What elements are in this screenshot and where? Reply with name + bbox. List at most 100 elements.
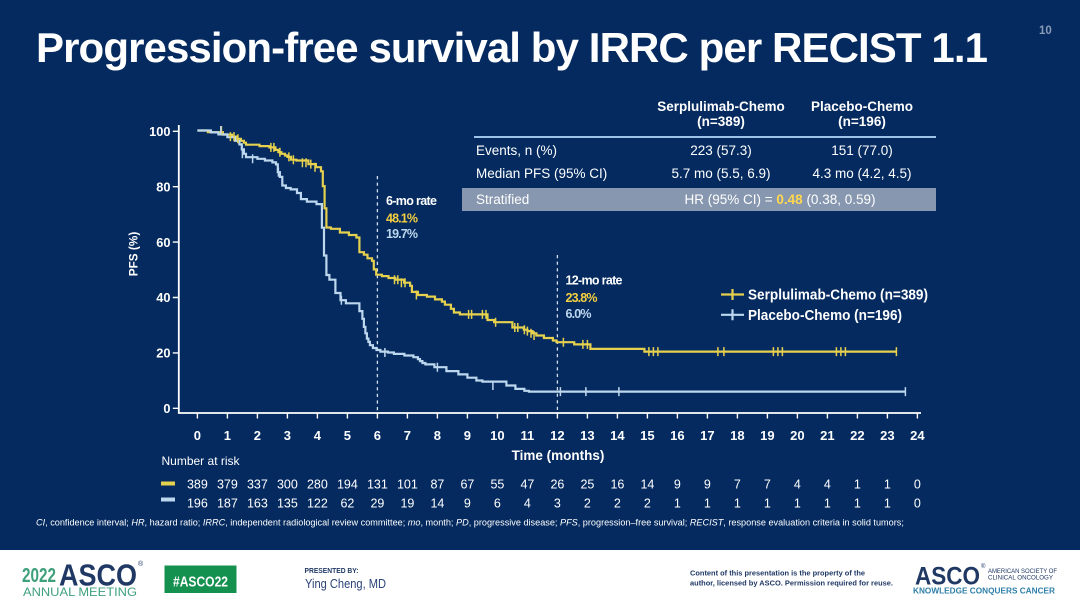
svg-text:12: 12 bbox=[550, 428, 564, 443]
svg-text:6-mo rate: 6-mo rate bbox=[386, 194, 437, 208]
svg-text:12-mo rate: 12-mo rate bbox=[566, 274, 623, 288]
svg-text:PRESENTED BY:: PRESENTED BY: bbox=[305, 568, 359, 575]
svg-text:62: 62 bbox=[340, 497, 354, 511]
svg-text:1: 1 bbox=[224, 428, 231, 443]
svg-text:14: 14 bbox=[640, 478, 654, 492]
svg-text:11: 11 bbox=[521, 428, 535, 443]
svg-text:23: 23 bbox=[880, 428, 894, 443]
svg-text:2022: 2022 bbox=[22, 565, 56, 587]
svg-text:280: 280 bbox=[307, 478, 328, 492]
svg-text:1: 1 bbox=[884, 497, 891, 511]
svg-text:14: 14 bbox=[430, 497, 444, 511]
svg-text:40: 40 bbox=[156, 290, 170, 305]
svg-text:23.8%: 23.8% bbox=[566, 291, 598, 305]
svg-text:48.1%: 48.1% bbox=[386, 212, 418, 226]
svg-text:100: 100 bbox=[149, 124, 170, 139]
svg-text:2: 2 bbox=[584, 497, 591, 511]
svg-text:87: 87 bbox=[430, 478, 444, 492]
svg-text:19: 19 bbox=[400, 497, 414, 511]
svg-text:163: 163 bbox=[247, 497, 268, 511]
svg-text:ANNUAL MEETING: ANNUAL MEETING bbox=[23, 587, 137, 599]
svg-text:3: 3 bbox=[554, 497, 561, 511]
svg-text:4: 4 bbox=[794, 478, 801, 492]
svg-text:1: 1 bbox=[734, 497, 741, 511]
svg-text:24: 24 bbox=[910, 428, 925, 443]
svg-text:1: 1 bbox=[674, 497, 681, 511]
svg-text:26: 26 bbox=[550, 478, 564, 492]
svg-text:2: 2 bbox=[614, 497, 621, 511]
svg-text:0: 0 bbox=[914, 478, 921, 492]
svg-text:19.7%: 19.7% bbox=[386, 227, 418, 241]
svg-text:author, licensed by ASCO. Perm: author, licensed by ASCO. Permission req… bbox=[690, 579, 893, 588]
svg-text:187: 187 bbox=[217, 497, 238, 511]
svg-text:13: 13 bbox=[580, 428, 594, 443]
svg-text:4: 4 bbox=[824, 478, 831, 492]
svg-text:122: 122 bbox=[307, 497, 328, 511]
svg-text:15: 15 bbox=[640, 428, 654, 443]
svg-text:16: 16 bbox=[610, 478, 624, 492]
svg-text:CLINICAL ONCOLOGY: CLINICAL ONCOLOGY bbox=[988, 576, 1053, 582]
svg-text:17: 17 bbox=[700, 428, 714, 443]
svg-text:25: 25 bbox=[580, 478, 594, 492]
svg-text:3: 3 bbox=[284, 428, 291, 443]
svg-text:CI, confidence interval; HR, h: CI, confidence interval; HR, hazard rati… bbox=[36, 518, 904, 528]
svg-text:0: 0 bbox=[163, 401, 170, 416]
svg-text:14: 14 bbox=[610, 428, 625, 443]
svg-text:4: 4 bbox=[314, 428, 322, 443]
svg-text:60: 60 bbox=[156, 235, 170, 250]
svg-text:1: 1 bbox=[704, 497, 711, 511]
svg-text:101: 101 bbox=[397, 478, 418, 492]
svg-text:ASCO: ASCO bbox=[59, 558, 137, 593]
svg-text:7: 7 bbox=[734, 478, 741, 492]
svg-text:Number at risk: Number at risk bbox=[162, 454, 241, 468]
svg-text:KNOWLEDGE CONQUERS CANCER: KNOWLEDGE CONQUERS CANCER bbox=[913, 587, 1055, 596]
svg-text:ASCO: ASCO bbox=[915, 563, 980, 591]
svg-text:16: 16 bbox=[670, 428, 684, 443]
svg-text:6: 6 bbox=[374, 428, 381, 443]
svg-text:1: 1 bbox=[884, 478, 891, 492]
svg-text:55: 55 bbox=[490, 478, 504, 492]
svg-text:1: 1 bbox=[824, 497, 831, 511]
svg-text:6.0%: 6.0% bbox=[566, 307, 592, 321]
svg-text:389: 389 bbox=[187, 478, 208, 492]
svg-text:0: 0 bbox=[194, 428, 201, 443]
svg-text:67: 67 bbox=[460, 478, 474, 492]
svg-text:PFS (%): PFS (%) bbox=[127, 232, 141, 277]
svg-text:9: 9 bbox=[464, 428, 471, 443]
svg-text:8: 8 bbox=[434, 428, 441, 443]
svg-text:1: 1 bbox=[854, 478, 861, 492]
svg-text:20: 20 bbox=[790, 428, 804, 443]
svg-text:22: 22 bbox=[850, 428, 864, 443]
svg-text:5: 5 bbox=[344, 428, 351, 443]
svg-text:0: 0 bbox=[914, 497, 921, 511]
svg-text:AMERICAN SOCIETY OF: AMERICAN SOCIETY OF bbox=[988, 569, 1057, 575]
svg-text:300: 300 bbox=[277, 478, 298, 492]
svg-text:Ying Cheng, MD: Ying Cheng, MD bbox=[305, 577, 386, 591]
svg-text:6: 6 bbox=[494, 497, 501, 511]
svg-text:®: ® bbox=[981, 563, 986, 570]
svg-text:9: 9 bbox=[674, 478, 681, 492]
svg-text:7: 7 bbox=[404, 428, 411, 443]
svg-text:19: 19 bbox=[760, 428, 774, 443]
svg-text:337: 337 bbox=[247, 478, 268, 492]
svg-text:2: 2 bbox=[254, 428, 261, 443]
svg-text:1: 1 bbox=[794, 497, 801, 511]
svg-text:80: 80 bbox=[156, 179, 170, 194]
svg-text:9: 9 bbox=[464, 497, 471, 511]
svg-text:1: 1 bbox=[854, 497, 861, 511]
svg-text:131: 131 bbox=[367, 478, 388, 492]
svg-text:21: 21 bbox=[820, 428, 834, 443]
svg-text:4: 4 bbox=[524, 497, 531, 511]
svg-text:379: 379 bbox=[217, 478, 238, 492]
svg-text:#ASCO22: #ASCO22 bbox=[173, 575, 228, 591]
svg-text:10: 10 bbox=[490, 428, 504, 443]
svg-text:Content of this presentation i: Content of this presentation is the prop… bbox=[690, 569, 865, 578]
svg-text:2: 2 bbox=[644, 497, 651, 511]
svg-text:Time (months): Time (months) bbox=[512, 448, 605, 463]
svg-text:196: 196 bbox=[187, 497, 208, 511]
svg-text:135: 135 bbox=[277, 497, 298, 511]
svg-text:20: 20 bbox=[156, 346, 170, 361]
svg-text:18: 18 bbox=[730, 428, 744, 443]
svg-text:194: 194 bbox=[337, 478, 358, 492]
svg-text:Placebo-Chemo (n=196): Placebo-Chemo (n=196) bbox=[748, 308, 902, 324]
